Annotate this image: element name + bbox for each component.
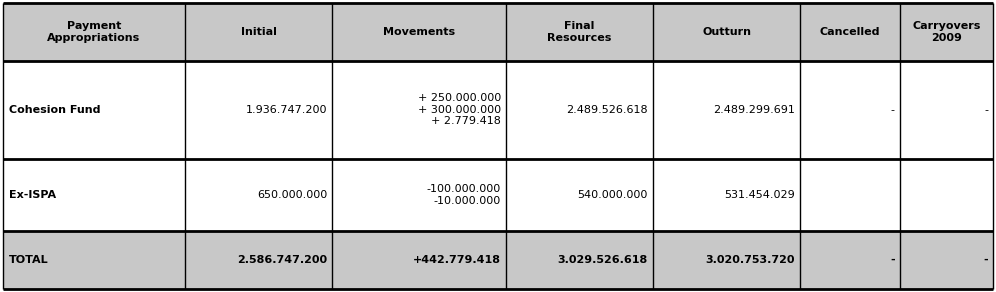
Text: Payment
Appropriations: Payment Appropriations — [48, 21, 140, 43]
Text: Cohesion Fund: Cohesion Fund — [9, 105, 101, 115]
Bar — [653, 231, 800, 289]
Bar — [506, 159, 653, 231]
Bar — [899, 159, 993, 231]
Text: 2.586.747.200: 2.586.747.200 — [237, 255, 327, 265]
Text: -: - — [983, 255, 988, 265]
Bar — [506, 3, 653, 61]
Text: 1.936.747.200: 1.936.747.200 — [245, 105, 327, 115]
Bar — [3, 231, 185, 289]
Bar — [332, 61, 506, 159]
Text: TOTAL: TOTAL — [9, 255, 49, 265]
Text: Final
Resources: Final Resources — [548, 21, 612, 43]
Text: -: - — [890, 105, 894, 115]
Text: 650.000.000: 650.000.000 — [257, 190, 327, 200]
Text: 2.489.526.618: 2.489.526.618 — [567, 105, 648, 115]
Bar — [800, 61, 899, 159]
Text: 2.489.299.691: 2.489.299.691 — [713, 105, 795, 115]
Text: 531.454.029: 531.454.029 — [724, 190, 795, 200]
Bar — [506, 231, 653, 289]
Text: -100.000.000
-10.000.000: -100.000.000 -10.000.000 — [426, 184, 501, 206]
Text: Movements: Movements — [382, 27, 455, 37]
Text: Cancelled: Cancelled — [820, 27, 880, 37]
Bar — [506, 61, 653, 159]
Bar — [185, 3, 332, 61]
Bar — [899, 231, 993, 289]
Bar — [332, 159, 506, 231]
Bar — [653, 159, 800, 231]
Bar — [185, 231, 332, 289]
Bar — [185, 61, 332, 159]
Bar — [3, 3, 185, 61]
Bar — [800, 159, 899, 231]
Bar — [185, 159, 332, 231]
Text: + 250.000.000
+ 300.000.000
+ 2.779.418: + 250.000.000 + 300.000.000 + 2.779.418 — [417, 93, 501, 126]
Bar — [800, 231, 899, 289]
Text: -: - — [984, 105, 988, 115]
Bar — [899, 61, 993, 159]
Text: +442.779.418: +442.779.418 — [413, 255, 501, 265]
Text: Outturn: Outturn — [702, 27, 751, 37]
Bar — [332, 3, 506, 61]
Text: 3.020.753.720: 3.020.753.720 — [706, 255, 795, 265]
Text: 3.029.526.618: 3.029.526.618 — [558, 255, 648, 265]
Bar — [899, 3, 993, 61]
Text: -: - — [890, 255, 894, 265]
Bar — [3, 159, 185, 231]
Text: Carryovers
2009: Carryovers 2009 — [912, 21, 980, 43]
Text: 540.000.000: 540.000.000 — [578, 190, 648, 200]
Bar — [653, 61, 800, 159]
Text: Initial: Initial — [240, 27, 276, 37]
Bar — [653, 3, 800, 61]
Bar — [332, 231, 506, 289]
Text: Ex-ISPA: Ex-ISPA — [9, 190, 56, 200]
Bar — [800, 3, 899, 61]
Bar — [3, 61, 185, 159]
